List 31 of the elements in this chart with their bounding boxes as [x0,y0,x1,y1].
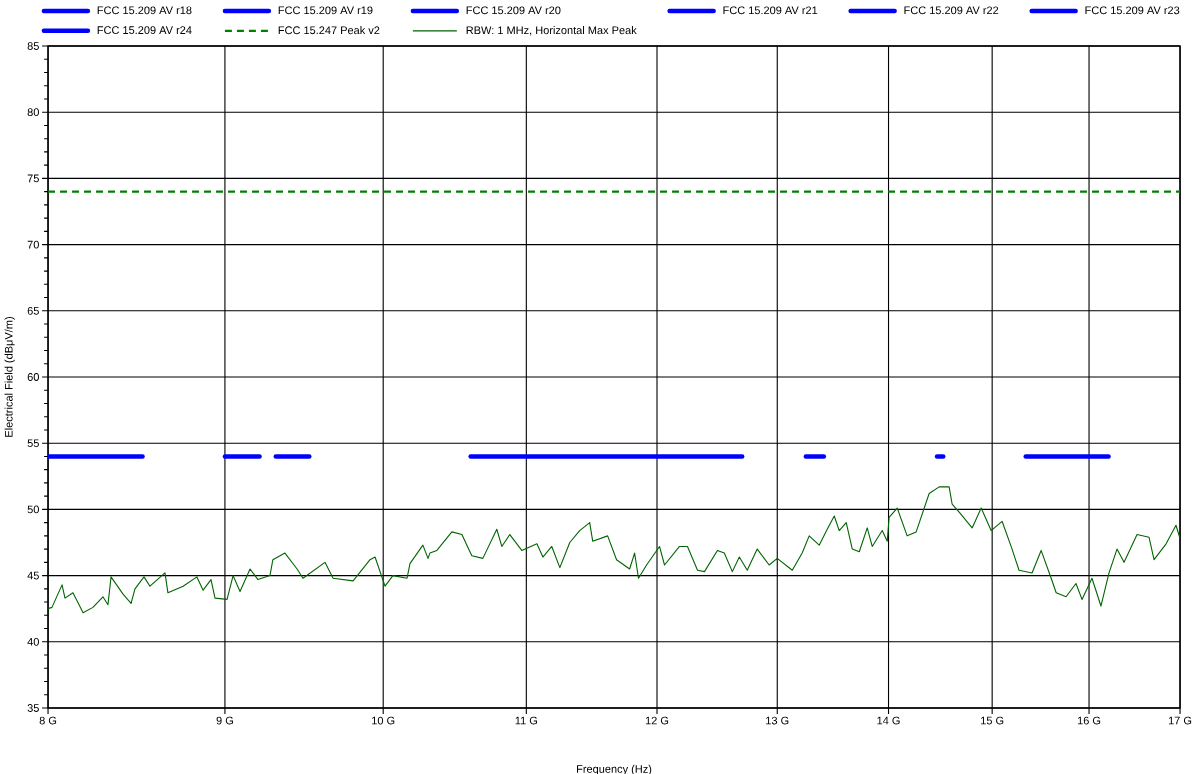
legend-label: RBW: 1 MHz, Horizontal Max Peak [466,26,637,36]
legend-label: FCC 15.209 AV r20 [466,6,561,15]
y-tick-label: 80 [27,108,39,117]
x-tick-label: 8 G [39,716,57,725]
x-tick-label: 13 G [766,716,789,725]
y-tick-label: 55 [27,439,39,448]
y-tick-label: 60 [27,373,39,381]
x-tick-label: 16 G [1077,716,1101,725]
x-tick-label: 17 G [1168,716,1192,725]
x-tick-label: 11 G [515,716,538,725]
x-tick-label: 15 G [981,716,1004,725]
legend-label: FCC 15.209 AV r22 [904,6,999,15]
legend-label: FCC 15.209 AV r23 [1085,6,1180,15]
legend-label: FCC 15.209 AV r19 [278,6,373,15]
y-axis-title: Electrical Field (dBμV/m) [4,317,15,437]
x-tick-label: 12 G [645,716,669,725]
y-tick-label: 40 [27,637,39,646]
x-tick-label: 14 G [877,716,900,725]
x-tick-label: 10 G [372,716,395,725]
y-tick-label: 45 [27,571,39,580]
y-tick-label: 35 [27,704,39,712]
x-tick-label: 9 G [216,716,233,725]
legend-label: FCC 15.209 AV r24 [97,26,192,34]
legend-label: FCC 15.209 AV r18 [97,6,192,15]
legend-label: FCC 15.247 Peak v2 [278,26,380,35]
legend-label: FCC 15.209 AV r21 [723,6,818,15]
y-tick-label: 75 [27,174,39,183]
y-tick-label: 50 [27,505,39,514]
y-tick-label: 70 [27,240,39,249]
y-tick-label: 85 [27,42,39,50]
y-tick-label: 65 [27,306,39,315]
